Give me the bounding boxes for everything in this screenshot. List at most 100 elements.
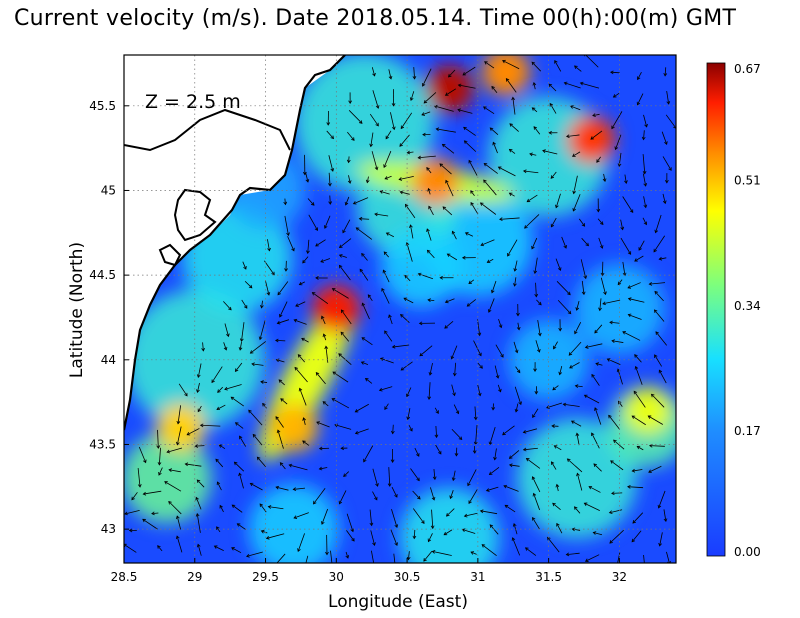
velocity-arrowhead	[228, 306, 232, 311]
velocity-arrowhead	[531, 476, 536, 480]
velocity-arrow	[432, 550, 452, 556]
velocity-arrowhead	[340, 309, 345, 314]
velocity-arrowhead	[158, 471, 162, 476]
velocity-arrow	[231, 547, 242, 554]
velocity-arrow	[348, 110, 363, 124]
velocity-arrow	[345, 196, 350, 206]
velocity-arrow	[452, 231, 457, 240]
velocity-arrow	[525, 547, 537, 556]
velocity-arrow	[343, 471, 350, 477]
velocity-arrowhead	[533, 368, 537, 373]
velocity-arrowhead	[548, 83, 553, 88]
velocity-arrow	[585, 55, 599, 68]
velocity-arrow	[347, 131, 355, 141]
velocity-arrowhead	[406, 150, 411, 155]
velocity-arrowhead	[522, 447, 527, 452]
x-tick-label: 30.5	[394, 570, 421, 584]
velocity-arrow	[512, 97, 516, 115]
velocity-arrow	[195, 445, 205, 447]
velocity-arrowhead	[297, 548, 301, 553]
velocity-arrowhead	[409, 224, 413, 228]
velocity-arrow	[392, 344, 410, 348]
velocity-arrowhead	[435, 127, 440, 132]
velocity-arrow	[390, 529, 398, 546]
velocity-arrow	[585, 554, 600, 562]
velocity-arrow	[637, 93, 644, 105]
velocity-arrow	[627, 486, 644, 489]
velocity-arrowhead	[243, 266, 247, 270]
velocity-arrow	[576, 473, 583, 491]
velocity-arrowhead	[487, 309, 492, 313]
velocity-arrowhead	[451, 230, 456, 235]
velocity-patch	[516, 418, 637, 539]
velocity-arrow	[615, 134, 622, 150]
velocity-arrow	[261, 530, 268, 534]
velocity-arrowhead	[602, 178, 607, 183]
velocity-arrowhead	[330, 563, 333, 566]
velocity-arrow	[223, 301, 232, 311]
velocity-arrow	[555, 193, 561, 208]
velocity-arrow	[242, 261, 247, 270]
velocity-arrow	[486, 486, 499, 492]
velocity-arrow	[341, 309, 352, 325]
velocity-arrowhead	[534, 391, 539, 395]
velocity-arrow	[399, 176, 414, 180]
velocity-arrow	[277, 429, 284, 449]
velocity-arrowhead	[157, 545, 161, 549]
velocity-arrowhead	[275, 358, 280, 363]
velocity-arrow	[599, 298, 602, 311]
velocity-arrowhead	[558, 327, 563, 332]
velocity-arrow	[131, 492, 138, 501]
x-tick-label: 31	[470, 570, 485, 584]
velocity-arrowhead	[644, 123, 648, 128]
velocity-arrow	[176, 516, 182, 530]
velocity-arrow	[224, 323, 229, 337]
velocity-arrow	[575, 385, 583, 388]
velocity-arrowhead	[634, 258, 638, 262]
velocity-arrowhead	[400, 367, 405, 371]
velocity-arrow	[361, 253, 368, 261]
velocity-arrowhead	[575, 432, 580, 437]
velocity-arrowhead	[352, 201, 357, 205]
velocity-arrow	[451, 345, 458, 359]
velocity-arrow	[512, 537, 521, 556]
velocity-arrow	[412, 490, 421, 500]
velocity-arrow	[572, 528, 581, 531]
velocity-arrow	[176, 426, 182, 445]
velocity-arrow	[266, 533, 285, 539]
velocity-arrow	[421, 111, 431, 116]
velocity-arrow	[463, 126, 476, 136]
velocity-arrowhead	[551, 461, 555, 465]
velocity-arrowhead	[550, 175, 555, 179]
velocity-arrowhead	[438, 450, 442, 455]
velocity-arrowhead	[374, 212, 378, 217]
y-tick-label: 43.5	[89, 437, 116, 451]
velocity-arrow	[450, 490, 454, 499]
velocity-arrow	[480, 239, 495, 246]
velocity-hotspot	[411, 158, 460, 206]
colorbar-tick-label: 0.34	[734, 299, 761, 313]
velocity-arrowhead	[427, 396, 432, 400]
velocity-arrow	[178, 383, 188, 397]
velocity-arrowhead	[497, 166, 502, 170]
velocity-arrow	[370, 550, 375, 563]
velocity-arrowhead	[468, 500, 472, 505]
velocity-arrow	[536, 299, 542, 306]
velocity-arrow	[561, 236, 567, 249]
velocity-arrowhead	[231, 504, 236, 509]
velocity-arrowhead	[454, 453, 459, 457]
velocity-arrowhead	[374, 496, 378, 501]
velocity-arrowhead	[627, 251, 632, 255]
velocity-arrow	[649, 282, 666, 285]
velocity-arrowhead	[558, 371, 563, 376]
velocity-arrow	[284, 215, 289, 236]
velocity-arrow	[445, 88, 457, 96]
velocity-arrowhead	[318, 446, 323, 451]
velocity-arrow	[391, 509, 398, 528]
velocity-patch	[399, 487, 500, 563]
velocity-arrowhead	[248, 409, 252, 414]
velocity-arrow	[157, 545, 163, 552]
x-tick-label: 28.5	[111, 570, 138, 584]
velocity-arrow	[550, 171, 557, 179]
velocity-arrow	[596, 156, 601, 163]
